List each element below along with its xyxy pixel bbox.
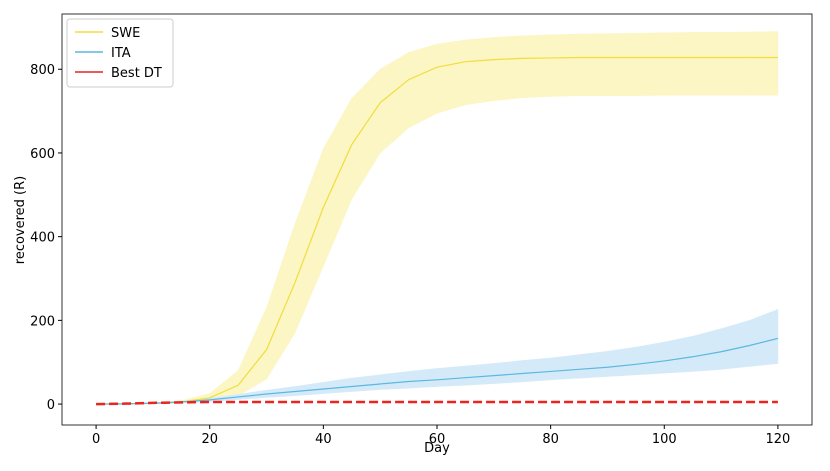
- x-tick-label: 40: [315, 432, 332, 447]
- y-axis-label: recovered (R): [13, 176, 28, 264]
- confidence-band: [693, 32, 721, 95]
- legend-label: Best DT: [111, 66, 162, 81]
- confidence-band: [579, 351, 607, 378]
- confidence-band: [750, 32, 778, 96]
- confidence-band: [323, 378, 351, 393]
- x-tick-label: 60: [429, 432, 446, 447]
- confidence-band: [494, 361, 522, 384]
- confidence-band: [409, 44, 437, 128]
- confidence-band: [380, 371, 408, 389]
- y-tick-label: 800: [30, 63, 55, 78]
- confidence-band: [522, 35, 550, 98]
- confidence-band: [380, 53, 408, 153]
- confidence-band: [551, 34, 579, 96]
- confidence-band: [465, 37, 493, 104]
- confidence-band: [295, 149, 323, 333]
- y-tick-label: 200: [30, 314, 55, 329]
- confidence-band: [494, 36, 522, 101]
- legend-label: ITA: [111, 46, 131, 61]
- confidence-band: [352, 375, 380, 392]
- confidence-band: [437, 366, 465, 387]
- x-tick-label: 100: [652, 432, 677, 447]
- x-tick-label: 0: [92, 432, 100, 447]
- legend-label: SWE: [111, 26, 140, 41]
- confidence-band: [352, 69, 380, 199]
- confidence-band: [551, 355, 579, 380]
- confidence-band: [579, 34, 607, 96]
- confidence-band: [238, 308, 266, 396]
- confidence-band: [636, 33, 664, 96]
- confidence-band: [607, 33, 635, 95]
- confidence-band: [721, 32, 749, 95]
- y-tick-label: 0: [47, 398, 55, 413]
- confidence-band: [636, 342, 664, 375]
- confidence-band: [323, 99, 351, 266]
- confidence-band: [522, 358, 550, 382]
- confidence-band: [721, 320, 749, 369]
- confidence-band: [693, 329, 721, 372]
- confidence-band: [664, 336, 692, 373]
- confidence-band: [750, 309, 778, 366]
- confidence-band: [437, 40, 465, 113]
- y-tick-label: 400: [30, 231, 55, 246]
- confidence-band: [607, 347, 635, 376]
- x-tick-label: 80: [542, 432, 559, 447]
- plot-area: [96, 32, 778, 404]
- confidence-band: [664, 32, 692, 95]
- x-tick-label: 20: [201, 432, 218, 447]
- confidence-band: [409, 368, 437, 388]
- confidence-band: [267, 224, 295, 379]
- y-tick-label: 600: [30, 147, 55, 162]
- confidence-band: [465, 363, 493, 385]
- x-tick-label: 120: [765, 432, 790, 447]
